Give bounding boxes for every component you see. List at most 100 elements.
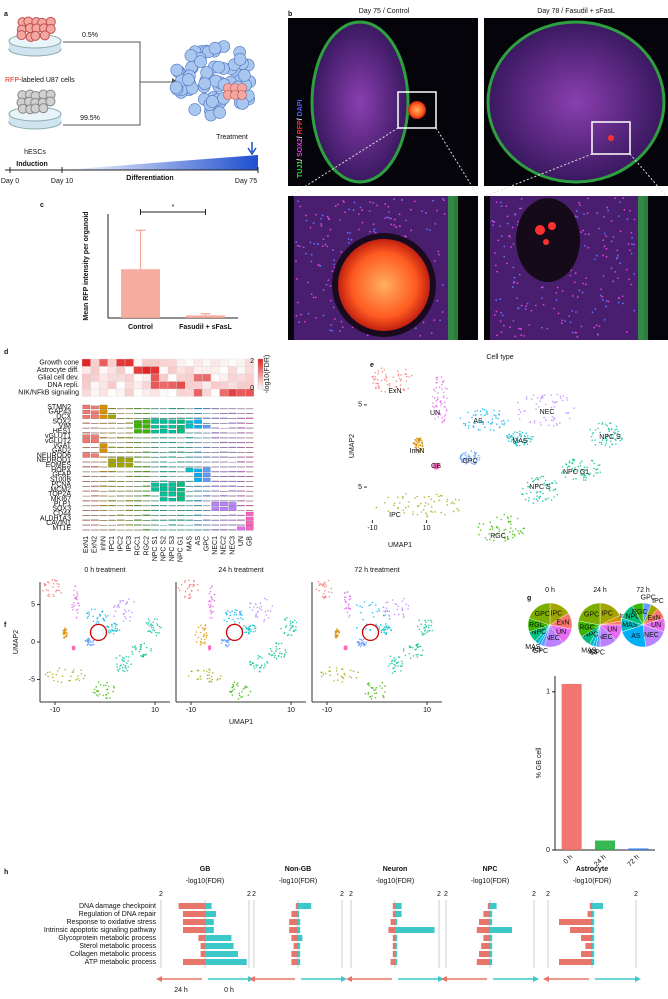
violin: [229, 530, 236, 531]
cell-point: [455, 499, 457, 501]
cell-point: [517, 518, 519, 520]
nucleus: [327, 235, 329, 237]
cell-point: [428, 496, 430, 498]
cell-point: [342, 668, 344, 670]
cell-point: [422, 650, 424, 652]
bar: [393, 911, 395, 917]
cell-point: [240, 617, 242, 619]
cell-point: [387, 610, 389, 612]
cell-point: [384, 502, 386, 504]
cell-point: [375, 388, 377, 390]
x-axis-label: -log10(FDR): [279, 878, 318, 885]
cell-point: [55, 580, 57, 582]
cell-point: [504, 422, 506, 424]
violin: [126, 452, 133, 453]
heat-cell: [91, 389, 100, 397]
nucleus: [527, 303, 529, 305]
violin: [108, 520, 115, 521]
cell-point: [394, 503, 396, 505]
violin: [237, 505, 244, 506]
bar: [388, 927, 395, 933]
cell-point: [220, 675, 222, 677]
violin: [212, 428, 219, 429]
cell-point: [127, 670, 129, 672]
cell-point: [444, 418, 446, 420]
violin: [246, 433, 253, 434]
x-tick-label: -10: [322, 707, 332, 714]
nucleus: [323, 238, 325, 240]
cell-point: [210, 611, 212, 613]
day-label: Day 0: [1, 178, 19, 185]
nucleus: [325, 244, 327, 246]
slice-label: IPC: [601, 611, 613, 618]
nucleus: [596, 255, 598, 257]
cell-point: [422, 633, 424, 635]
cell-point: [159, 626, 161, 628]
cell-point: [398, 373, 400, 375]
cell-point: [568, 412, 570, 414]
heat-cell: [168, 374, 177, 382]
cell-point: [597, 465, 599, 467]
violin: [108, 530, 115, 531]
nucleus: [295, 260, 297, 262]
heat-cell: [159, 374, 168, 382]
heat-cell: [99, 359, 108, 367]
cell-point: [117, 628, 119, 630]
nucleus: [505, 205, 507, 207]
y-tick-label: 5: [358, 402, 362, 409]
cell-point: [601, 443, 603, 445]
cell-point: [255, 604, 257, 606]
cell-point: [394, 671, 396, 673]
x-tick-label: Fasudil + sFasL: [179, 324, 232, 331]
cell-point: [535, 408, 537, 410]
nucleus: [620, 231, 622, 233]
cell-point: [115, 626, 117, 628]
cell-point: [498, 529, 500, 531]
violin: [177, 520, 184, 521]
nucleus: [520, 334, 522, 336]
cell-point: [381, 391, 383, 393]
cell-point: [211, 676, 213, 678]
cell-point: [487, 413, 489, 415]
cell-point: [540, 422, 542, 424]
cell-point: [536, 492, 538, 494]
cell-point: [428, 627, 430, 629]
nucleus: [348, 238, 350, 240]
nucleus: [421, 210, 423, 212]
cell-point: [465, 454, 467, 456]
cell-point: [344, 599, 346, 601]
nucleus: [507, 223, 509, 225]
cell-point: [503, 424, 505, 426]
cell-point: [434, 418, 436, 420]
cell-point: [324, 584, 326, 586]
bar: [298, 911, 299, 917]
cell-point: [569, 461, 571, 463]
violin: [177, 497, 184, 501]
cell-point: [415, 648, 417, 650]
cell-point: [255, 613, 257, 615]
cell-point: [257, 665, 259, 667]
heat-cell: [82, 389, 91, 397]
cell-point: [264, 665, 266, 667]
cell-point: [320, 583, 322, 585]
violin: [108, 491, 115, 492]
cell-point: [77, 675, 79, 677]
cell-point: [590, 429, 592, 431]
nucleus: [298, 321, 300, 323]
bar: [488, 903, 490, 909]
heat-cell: [125, 382, 134, 390]
chart-title: NPC: [483, 866, 498, 873]
cell-point: [433, 389, 435, 391]
x-tick-label: 2: [437, 891, 441, 898]
nucleus: [307, 282, 309, 284]
violin: [237, 525, 244, 526]
organoid-cell: [238, 69, 250, 81]
violin: [194, 473, 201, 477]
cell-point: [409, 376, 411, 378]
cell-point: [197, 584, 199, 586]
nucleus: [311, 293, 313, 295]
violin: [151, 425, 158, 428]
cell-point: [432, 402, 434, 404]
nucleus: [394, 219, 396, 221]
cell-point: [384, 685, 386, 687]
